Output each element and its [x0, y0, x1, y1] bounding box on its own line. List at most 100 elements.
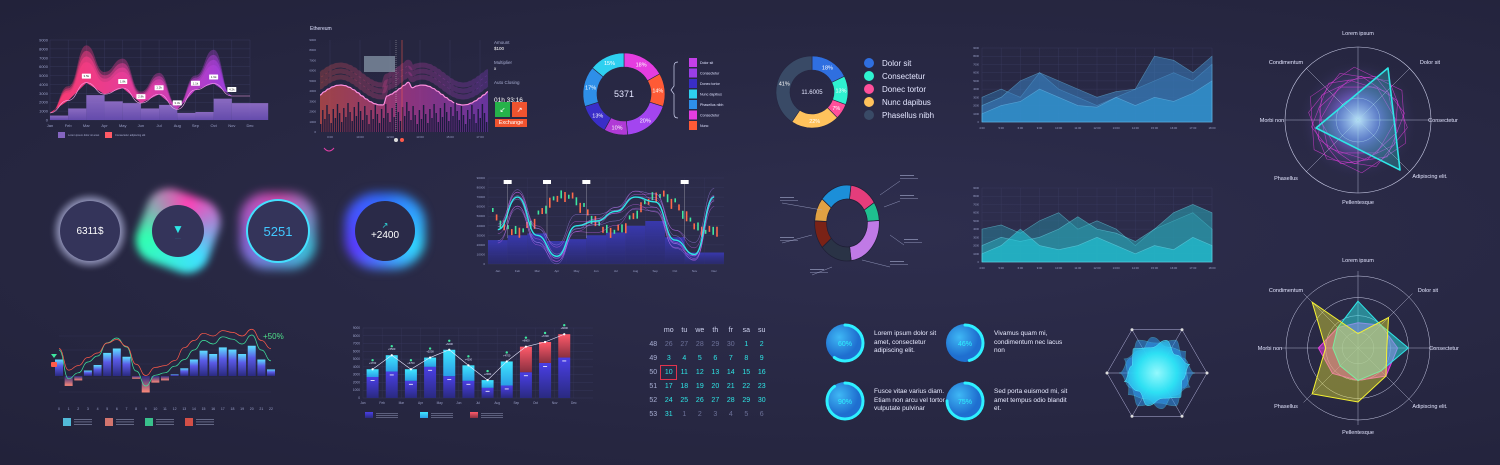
calendar-day[interactable]: 18 — [680, 383, 689, 390]
svg-text:13:00: 13:00 — [1113, 266, 1120, 270]
stacked-svg: 0 1000 2000 3000 4000 5000 6000 7000 8000 9000 Jan… — [353, 324, 593, 418]
calendar-day[interactable]: 28 — [726, 397, 735, 404]
svg-text:11:00: 11:00 — [1074, 266, 1081, 270]
calendar-day[interactable]: 28 — [695, 341, 704, 348]
exchange-button[interactable]: Exchange — [495, 119, 527, 127]
legend-dot — [864, 84, 874, 94]
calendar-day[interactable]: 5 — [744, 411, 749, 418]
kpi-5251: 5251 — [248, 201, 308, 261]
kpi-row: 6311$ ▼ ······ 5251 ↗ +2400 — [40, 180, 440, 280]
svg-text:9000: 9000 — [973, 186, 979, 190]
calendar-day[interactable]: 8 — [744, 355, 749, 362]
svg-text:Jun: Jun — [456, 401, 461, 405]
svg-text:5000: 5000 — [353, 357, 360, 361]
svg-text:5000: 5000 — [973, 219, 979, 223]
calendar-day[interactable]: 2 — [759, 341, 764, 348]
svg-text:9000: 9000 — [353, 326, 360, 330]
svg-text:Mar: Mar — [83, 123, 91, 128]
buy-down-button[interactable]: ↙ — [495, 102, 510, 117]
calendar-day[interactable]: 3 — [666, 355, 671, 362]
calendar-day[interactable]: 25 — [680, 397, 689, 404]
svg-text:Oct: Oct — [672, 269, 677, 273]
calendar-day[interactable]: 29 — [711, 341, 720, 348]
calendar-day[interactable]: 15 — [742, 369, 751, 376]
svg-text:Mar: Mar — [399, 401, 405, 405]
calendar-day[interactable]: 26 — [664, 341, 673, 348]
calendar-day[interactable]: 14 — [726, 369, 735, 376]
radar-polygon-chart: Lorem ipsum Dolor sit Consectetur Adipiscin… — [1240, 252, 1480, 452]
trading-chart: Ethereum 0 1000 2000 3000 4000 5000 6000 7000 80… — [302, 26, 532, 156]
svg-text:7: 7 — [125, 407, 127, 411]
svg-text:Lorem ipsum: Lorem ipsum — [1342, 258, 1374, 264]
svg-text:1.8k: 1.8k — [120, 80, 126, 84]
arrow-up-right-icon: ↗ — [516, 106, 523, 114]
calendar-day[interactable]: 3 — [713, 411, 718, 418]
calendar-day[interactable]: 31 — [664, 411, 673, 418]
combo-hours-chart: 0 1 2 3 4 5 6 7 8 9 10 11 12 13 14 15 16 17 18 19 20 21 22 +50… — [45, 322, 285, 432]
kpi-2400: ↗ +2400 — [355, 201, 415, 261]
svg-text:Sep: Sep — [192, 123, 200, 128]
calendar-day[interactable]: 12 — [695, 369, 704, 376]
calendar-day[interactable]: 11 — [680, 369, 688, 376]
amount-value[interactable]: $100 — [494, 46, 505, 51]
calendar-day[interactable]: 6 — [759, 411, 764, 418]
svg-text:Aug: Aug — [174, 123, 181, 128]
svg-text:13:00: 13:00 — [1113, 126, 1120, 130]
svg-text:Consectetur: Consectetur — [700, 114, 720, 118]
svg-text:Oct: Oct — [533, 401, 538, 405]
svg-text:Sep: Sep — [652, 269, 658, 273]
arrow-icon: ↗ — [381, 221, 389, 230]
svg-text:9000: 9000 — [309, 38, 316, 42]
calendar-day[interactable]: 20 — [711, 383, 720, 390]
calendar-day[interactable]: 16 — [757, 369, 766, 376]
svg-text:0: 0 — [314, 130, 316, 134]
svg-text:90%: 90% — [838, 399, 852, 406]
countdown-timer: 01h 33:16 — [494, 97, 523, 104]
progress-rings: 60% Lorem ipsum dolor sit amet, consectet… — [820, 318, 1080, 428]
calendar-day[interactable]: 19 — [695, 383, 704, 390]
calendar-day[interactable]: 2 — [697, 411, 702, 418]
calendar-day[interactable]: 5 — [697, 355, 702, 362]
calendar-day[interactable]: 29 — [742, 397, 751, 404]
svg-text:11:00: 11:00 — [1074, 126, 1081, 130]
legend-item: Phasellus nibh — [864, 110, 934, 120]
calendar-day[interactable]: 30 — [757, 397, 766, 404]
calendar-day[interactable]: 21 — [726, 383, 735, 390]
svg-text:0: 0 — [58, 407, 60, 411]
calendar-day[interactable]: 13 — [711, 369, 720, 376]
calendar-day[interactable]: 4 — [682, 355, 687, 362]
sell-up-button[interactable]: ↗ — [512, 102, 527, 117]
svg-text:Aug: Aug — [494, 401, 500, 405]
svg-text:Nov: Nov — [552, 401, 558, 405]
legend-dot — [864, 58, 874, 68]
svg-text:3000: 3000 — [973, 235, 979, 239]
calendar-day[interactable]: 24 — [664, 397, 673, 404]
calendar-day[interactable]: 17 — [664, 383, 673, 390]
svg-text:20: 20 — [250, 407, 254, 411]
svg-text:Adipiscing elit.: Adipiscing elit. — [1412, 404, 1448, 410]
calendar-day[interactable]: 26 — [695, 397, 704, 404]
svg-text:2000: 2000 — [973, 104, 979, 108]
donut-3d-chart — [772, 165, 932, 276]
calendar-day[interactable]: 4 — [728, 411, 733, 418]
calendar-day[interactable]: 1 — [744, 341, 749, 348]
svg-text:+5500: +5500 — [388, 347, 396, 351]
progress-ring: 90% — [824, 380, 866, 422]
calendar-day[interactable]: 22 — [742, 383, 751, 390]
svg-text:9000: 9000 — [973, 46, 979, 50]
calendar-day[interactable]: 30 — [726, 341, 735, 348]
calendar-day[interactable]: 9 — [759, 355, 764, 362]
calendar-day-today[interactable]: 10 — [660, 365, 678, 380]
calendar-day[interactable]: 27 — [680, 341, 689, 348]
svg-text:60000: 60000 — [477, 205, 486, 209]
calendar-day[interactable]: 1 — [682, 411, 687, 418]
svg-text:3.5k: 3.5k — [84, 74, 90, 78]
calendar-day[interactable]: 27 — [711, 397, 720, 404]
svg-text:1.9k: 1.9k — [211, 75, 217, 79]
legend-label: Consectetur — [882, 71, 926, 81]
calendar-day[interactable]: 7 — [728, 355, 733, 362]
donut-11-chart: 18% 13% 7% 22% 41% 11.6005 Dolor sit Consectet… — [772, 52, 952, 132]
calendar-day[interactable]: 6 — [713, 355, 718, 362]
multiplier-value[interactable]: x — [494, 66, 497, 71]
calendar-day[interactable]: 23 — [757, 383, 766, 390]
